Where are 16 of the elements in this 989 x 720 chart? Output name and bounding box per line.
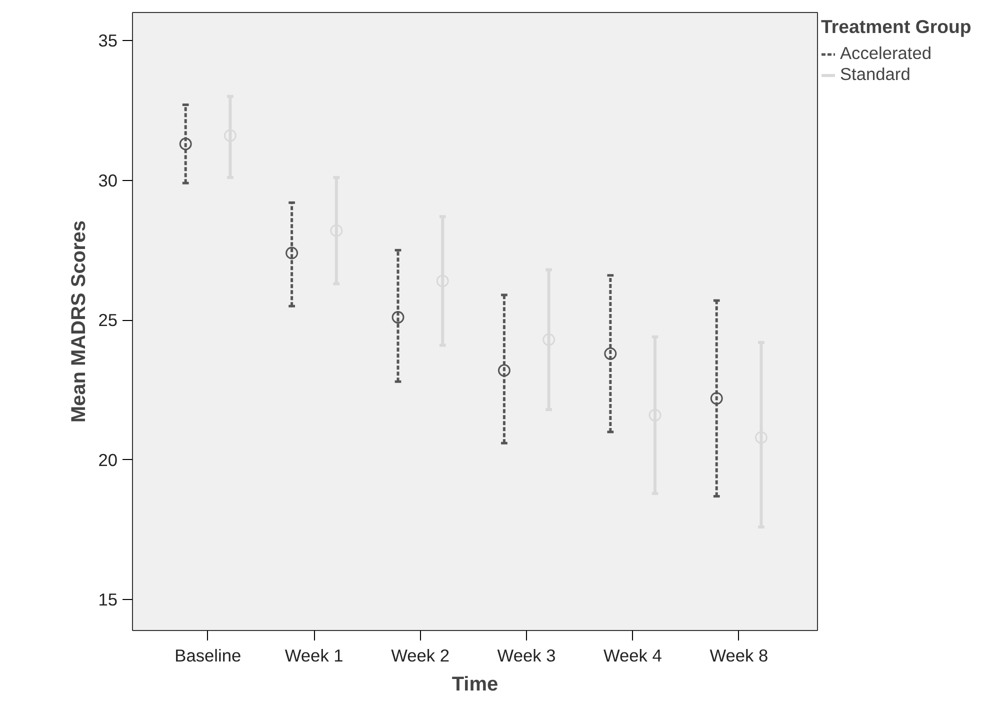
y-tick-label: 15	[98, 590, 118, 610]
y-tick-label: 30	[98, 170, 118, 190]
y-tick-label: 20	[98, 450, 118, 470]
x-tick-label: Week 3	[497, 646, 556, 666]
y-tick-label: 25	[98, 310, 118, 330]
y-axis-title: Mean MADRS Scores	[68, 220, 90, 423]
legend-label: Accelerated	[840, 43, 932, 64]
x-tick-label: Week 1	[284, 646, 344, 666]
y-tick-label: 35	[98, 30, 118, 50]
x-tick-label: Baseline	[174, 646, 242, 666]
x-tick-label: Week 8	[710, 646, 768, 666]
legend-label: Standard	[840, 64, 910, 85]
x-axis-title: Time	[452, 674, 498, 696]
x-tick-label: Week 2	[391, 646, 450, 666]
legend-title: Treatment Group	[821, 16, 972, 38]
x-tick-label: Week 4	[603, 646, 662, 666]
